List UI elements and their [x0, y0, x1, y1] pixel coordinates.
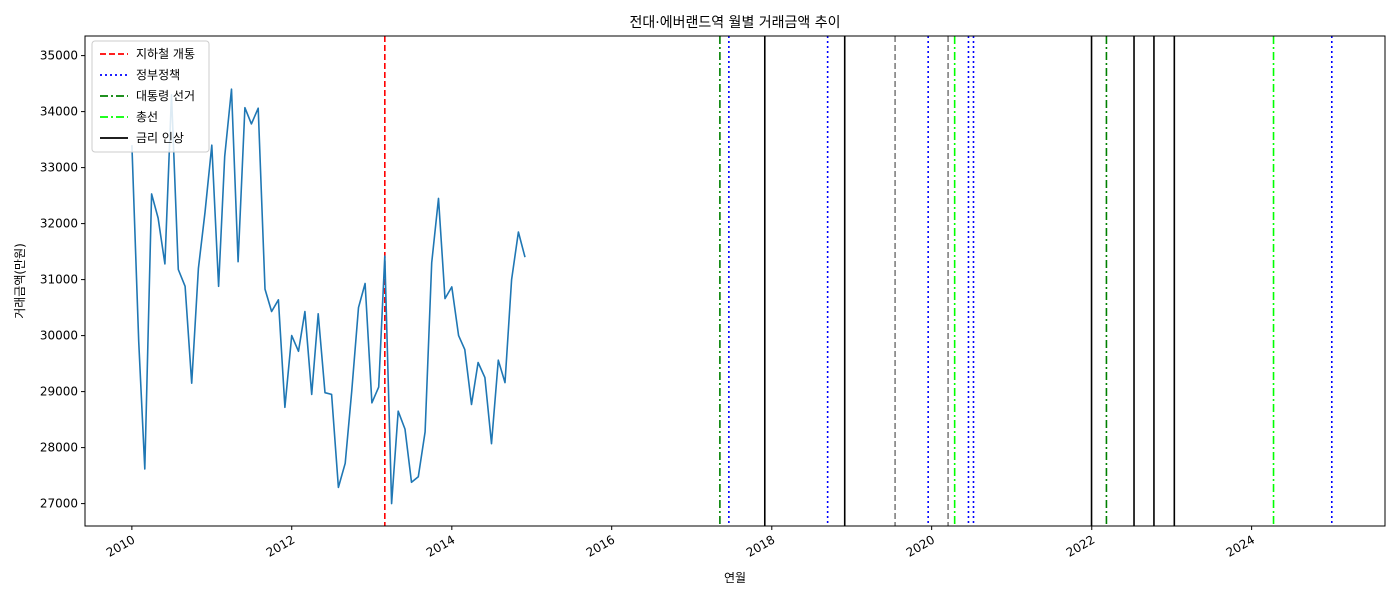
x-tick-label: 2018	[744, 532, 777, 559]
y-tick-label: 33000	[40, 161, 78, 175]
legend-box	[91, 40, 210, 153]
x-tick-label: 2012	[264, 532, 297, 559]
y-tick-label: 34000	[40, 105, 78, 119]
series-layer	[131, 88, 526, 505]
plot-area	[85, 36, 1385, 526]
y-axis: 27000 28000 29000 30000 31000 32000 33000 34000…	[40, 49, 85, 511]
y-tick-label: 35000	[40, 49, 78, 63]
event-lines	[384, 36, 1333, 526]
legend-label-presidential: 대통령 선거	[136, 89, 195, 103]
y-tick-label: 31000	[40, 273, 78, 287]
legend-label-general: 총선	[136, 110, 158, 124]
legend-label-policy: 정부정책	[136, 67, 180, 82]
x-axis-label: 연월	[724, 571, 746, 585]
y-tick-label: 28000	[40, 441, 78, 455]
x-axis: 2010 2012 2014 2016 2018 2020 2022 2024	[104, 526, 1257, 560]
y-tick-label: 27000	[40, 497, 78, 511]
x-tick-label: 2020	[904, 532, 937, 559]
chart-title: 전대·에버랜드역 월별 거래금액 추이	[630, 15, 841, 31]
plot-frame	[84, 35, 1386, 527]
y-tick-label: 29000	[40, 385, 78, 399]
x-tick-label: 2022	[1064, 532, 1097, 559]
y-tick-label: 32000	[40, 217, 78, 231]
legend-label-rate: 금리 인상	[136, 131, 184, 145]
y-axis-label: 거래금액(만원)	[13, 243, 27, 319]
x-tick-label: 2016	[584, 532, 617, 559]
y-tick-label: 30000	[40, 329, 78, 343]
x-tick-label: 2024	[1224, 532, 1257, 559]
series-line	[131, 88, 526, 505]
x-tick-label: 2014	[424, 532, 457, 559]
x-tick-label: 2010	[104, 532, 137, 559]
legend-label-subway: 지하철 개통	[136, 47, 195, 61]
